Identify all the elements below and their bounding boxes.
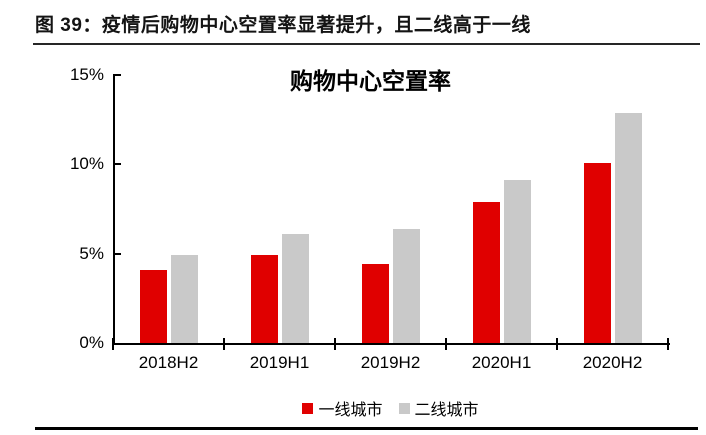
bar-二线城市-2019H2 (392, 228, 420, 343)
legend-item-二线城市: 二线城市 (398, 396, 479, 420)
bar-二线城市-2018H2 (170, 255, 198, 343)
y-axis-line (113, 75, 115, 345)
x-axis-category-label: 2020H2 (582, 353, 643, 372)
x-axis-category-label: 2019H2 (360, 353, 421, 372)
x-axis-tick (445, 338, 447, 350)
bar-一线城市-2020H2 (583, 162, 611, 343)
x-axis-category-label: 2019H1 (249, 353, 310, 372)
x-axis-category-label: 2018H2 (138, 353, 199, 372)
bar-一线城市-2019H1 (250, 255, 278, 343)
bar-二线城市-2019H1 (281, 234, 309, 343)
x-axis-tick (556, 338, 558, 350)
x-axis-tick (112, 338, 114, 350)
legend-swatch-icon (398, 402, 410, 414)
figure-caption: 图 39：疫情后购物中心空置率显著提升，且二线高于一线 (35, 15, 531, 36)
x-axis-tick (334, 338, 336, 350)
bar-二线城市-2020H2 (614, 112, 642, 343)
x-axis-category-label: 2020H1 (471, 353, 532, 372)
y-axis-tick-label: 5% (79, 243, 104, 263)
bar-一线城市-2020H1 (472, 201, 500, 343)
legend-label: 二线城市 (414, 402, 479, 419)
caption-divider-line (33, 43, 700, 45)
legend-item-一线城市: 一线城市 (302, 396, 383, 420)
chart-legend: 一线城市 二线城市 (113, 396, 668, 420)
figure-bottom-border (35, 427, 698, 430)
y-axis-tick-label: 15% (69, 65, 104, 84)
y-axis-tick-label: 0% (79, 333, 104, 352)
x-axis-tick (223, 338, 225, 350)
y-axis-tick (113, 163, 121, 166)
x-axis-tick (667, 338, 669, 350)
chart-title: 购物中心空置率 (290, 68, 451, 94)
bar-二线城市-2020H1 (503, 180, 531, 343)
y-axis-tick (113, 252, 121, 255)
y-axis-tick-label: 10% (69, 154, 104, 174)
bar-一线城市-2019H2 (361, 264, 389, 343)
legend-label: 一线城市 (318, 402, 383, 419)
y-axis-tick (113, 74, 121, 76)
legend-swatch-icon (302, 402, 314, 414)
bar-一线城市-2018H2 (139, 269, 167, 343)
x-axis-line (113, 343, 670, 345)
